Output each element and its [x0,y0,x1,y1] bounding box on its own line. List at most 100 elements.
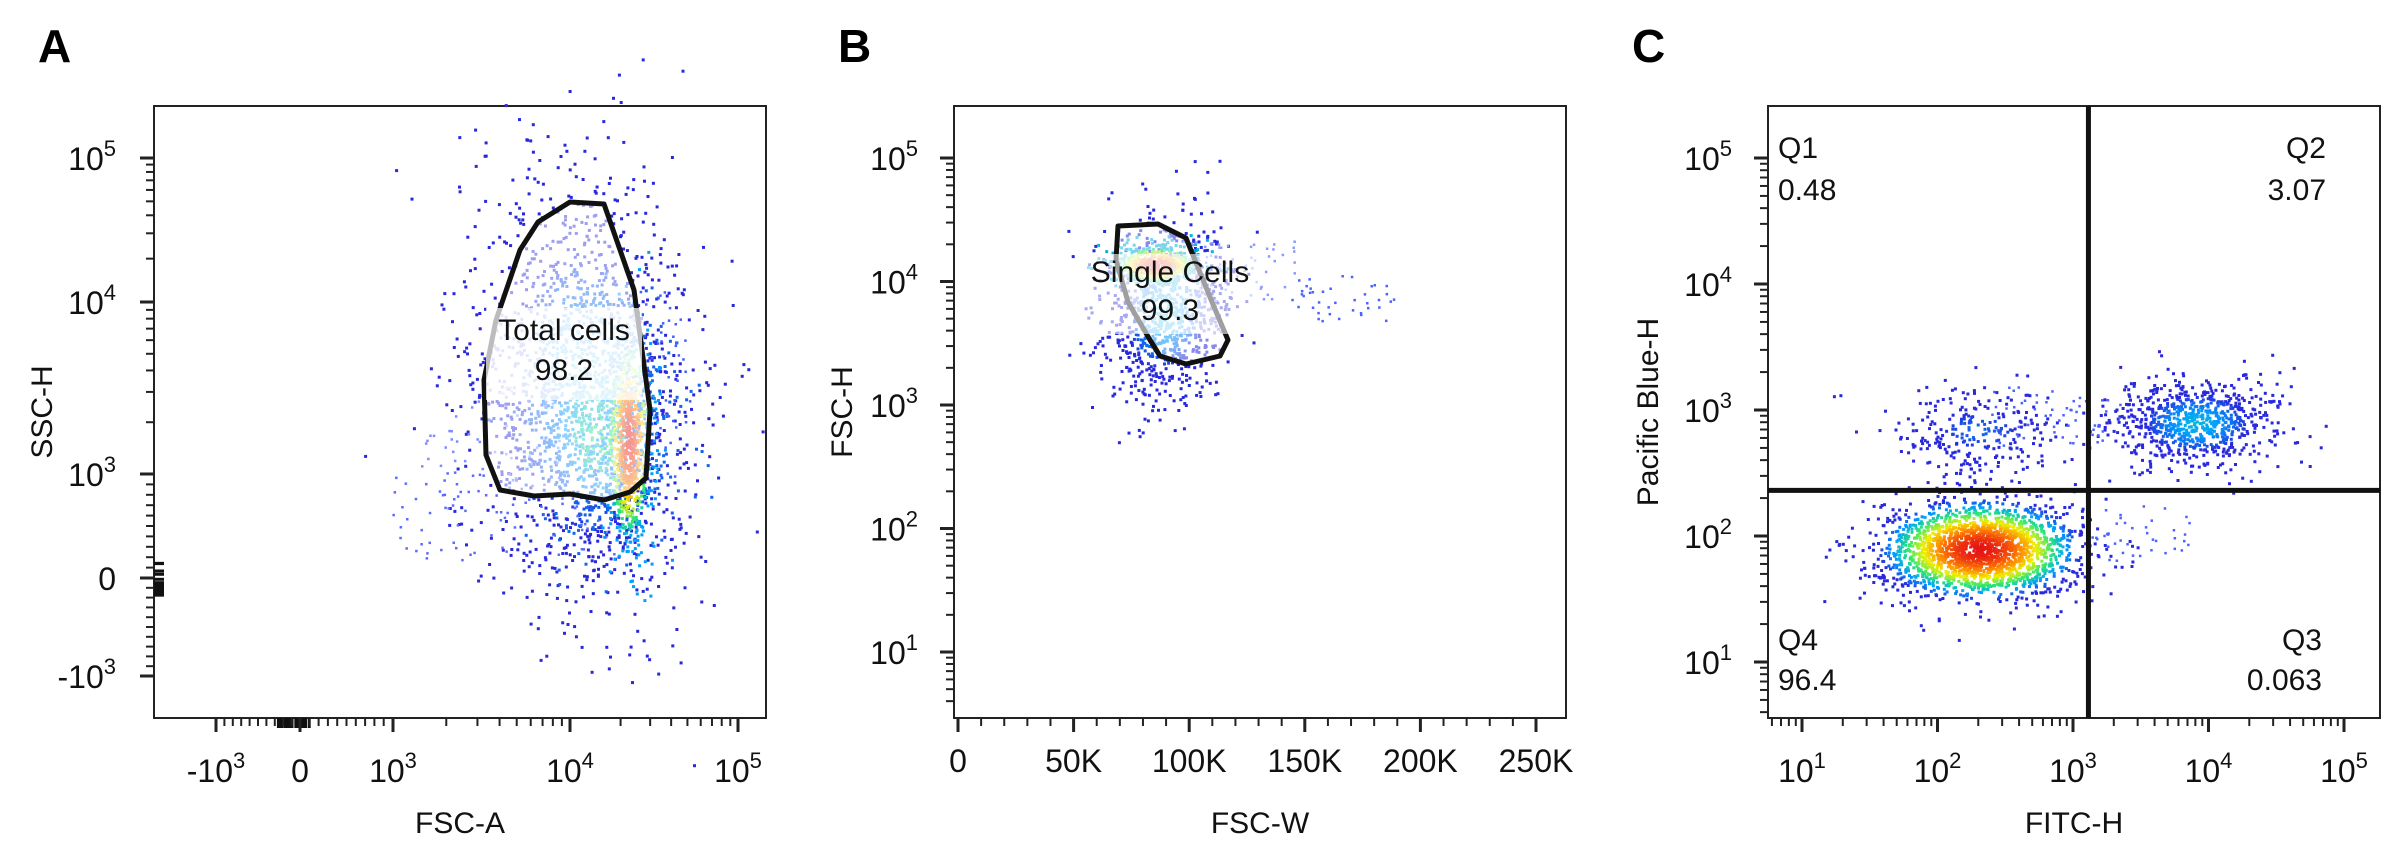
event-dot [670,537,674,541]
event-dot [561,497,564,500]
event-dot [657,399,660,402]
event-dot [616,199,619,203]
event-dot [522,559,526,562]
event-dot [1101,344,1105,348]
event-dot [649,479,653,483]
event-dot [671,558,674,562]
event-dot [1167,379,1171,383]
event-dot [646,328,650,332]
event-dot [1068,353,1072,357]
event-dot [597,526,601,530]
event-dot [528,550,532,554]
event-dot [640,494,644,498]
event-dot [650,452,654,456]
event-dot [609,516,612,520]
event-dot [675,426,678,429]
event-dot [591,526,595,530]
event-dot [1205,248,1209,252]
event-dot [1265,247,1269,250]
event-dot [455,440,459,443]
panel-letter-c: C [1632,20,1665,72]
y-tick-label: 105 [68,136,116,177]
event-dot [1210,250,1214,254]
event-dot [571,505,575,509]
event-dot [441,494,445,497]
y-axis-label-b: FSC-H [826,366,859,458]
event-dot [653,441,657,445]
event-dot [638,520,642,523]
event-dot [593,528,597,532]
event-dot [666,483,670,487]
event-dot [667,291,671,295]
event-dot [627,495,631,499]
event-dot [1197,350,1201,354]
event-dot [1184,337,1188,341]
event-dot [473,267,477,271]
event-dot [1127,232,1131,236]
event-dot [612,222,616,226]
event-dot [527,167,531,171]
event-dot [664,446,667,449]
event-dot [522,212,525,216]
event-dot [2044,562,2048,566]
event-dot [648,323,652,327]
event-dot [612,212,616,216]
event-dot [685,398,689,402]
event-dot [629,495,633,499]
event-dot [723,382,727,386]
event-dot [1191,349,1195,353]
event-dot [539,658,543,662]
event-dot [1185,374,1188,377]
event-dot [1951,525,1955,529]
event-dot [617,534,621,538]
event-dot [1392,298,1396,301]
event-dot [414,497,418,501]
event-dot [1143,417,1147,421]
event-dot [492,576,496,580]
event-dot [1199,395,1203,398]
event-dot [1298,279,1301,282]
event-dot [527,565,531,569]
event-dot [1932,579,1935,583]
event-dot [1150,369,1154,373]
event-dot [627,504,631,508]
event-dot [626,545,630,549]
event-dot [636,502,640,506]
event-dot [1100,377,1104,381]
event-dot [670,566,674,570]
event-dot [522,222,526,226]
event-dot [1101,336,1105,340]
event-dot [471,381,475,385]
event-dot [1156,250,1160,254]
event-dot [456,354,460,358]
event-dot [456,467,460,471]
event-dot [617,510,621,514]
event-dot [676,449,680,452]
event-dot [631,507,635,511]
event-dot [613,516,617,520]
event-dot [478,440,482,444]
event-dot [1169,335,1173,339]
event-dot [624,508,628,512]
event-dot [1211,242,1214,245]
event-dot [440,548,443,552]
event-dot [1167,361,1171,365]
event-dot [1198,391,1202,395]
event-dot [395,169,399,173]
event-dot [1974,509,1978,513]
event-dot [437,375,441,379]
event-dot [576,514,579,518]
event-dot [1255,230,1259,234]
event-dot [622,502,626,506]
event-dot [508,211,512,215]
panel-letter-a: A [38,20,71,72]
event-dot [1163,247,1167,251]
event-dot [482,289,486,293]
event-dot [1161,339,1165,343]
event-dot [663,448,667,452]
event-dot [1184,394,1188,398]
event-dot [564,551,568,555]
event-dot [515,515,519,518]
x-tick-label: 250K [1499,743,1574,779]
